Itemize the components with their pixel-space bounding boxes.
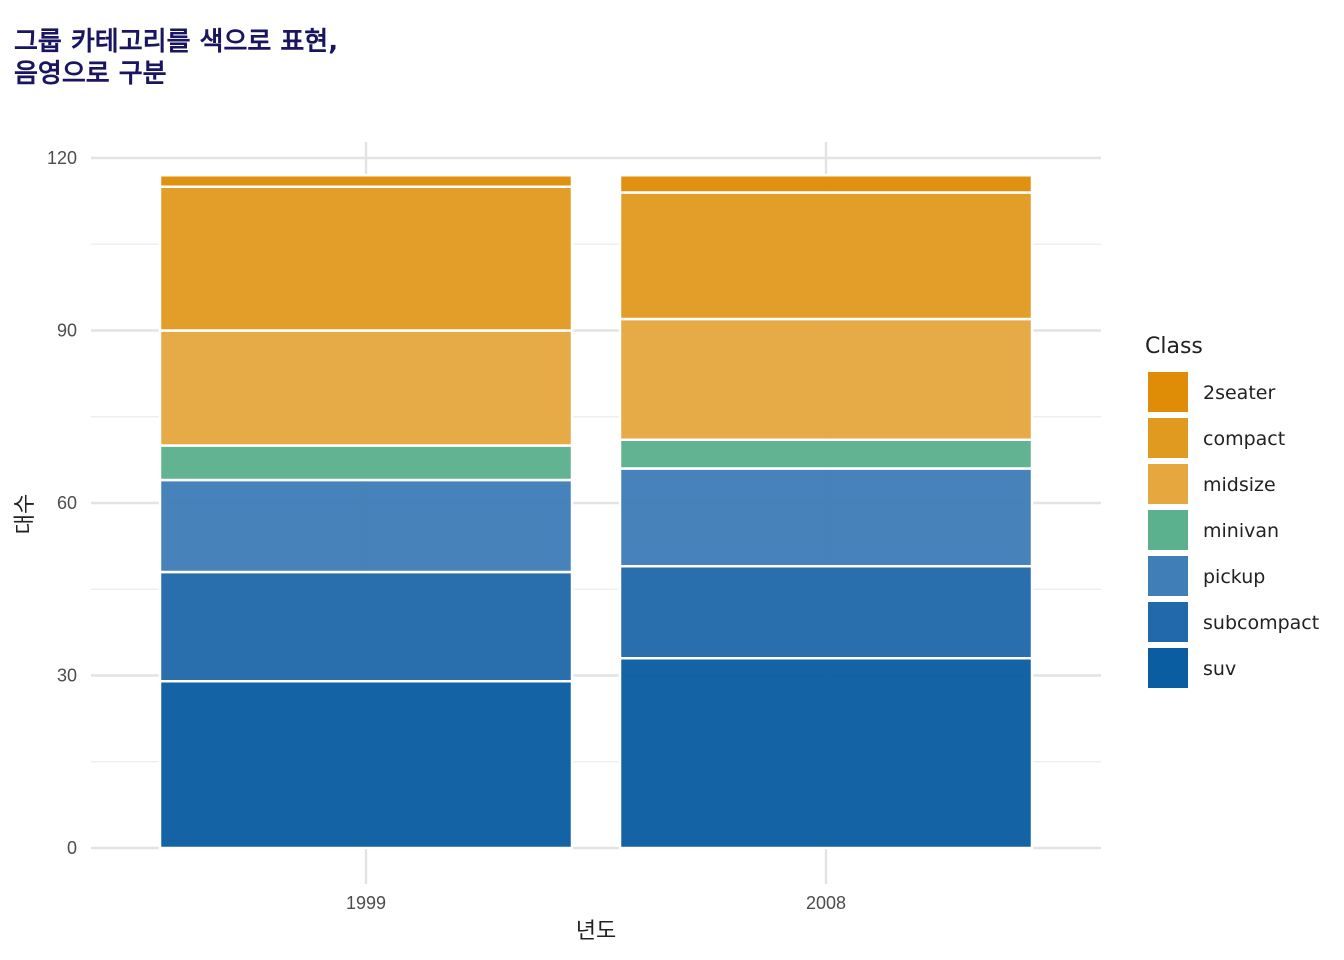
- bar-segment-minivan-2008: [618, 438, 1034, 470]
- y-tick-label: 90: [57, 321, 77, 341]
- legend-swatch-compact: [1148, 418, 1188, 458]
- legend-swatch-pickup: [1148, 556, 1188, 596]
- y-tick-label: 60: [57, 493, 77, 513]
- bar-segment-pickup-2008: [618, 467, 1034, 568]
- legend-label-compact: compact: [1203, 428, 1285, 450]
- y-tick-label: 120: [47, 148, 77, 168]
- y-axis-title: 대수: [13, 494, 38, 534]
- legend-swatch-subcompact: [1148, 602, 1188, 642]
- chart-title-line-1: 그룹 카테고리를 색으로 표현,: [14, 27, 338, 57]
- bar-segment-2seater-1999: [158, 174, 574, 188]
- legend-label-subcompact: subcompact: [1203, 612, 1319, 634]
- legend-label-suv: suv: [1203, 658, 1236, 680]
- bar-segment-midsize-2008: [618, 317, 1034, 441]
- legend-label-2seater: 2seater: [1203, 382, 1275, 404]
- bar-segment-suv-2008: [618, 657, 1034, 850]
- legend-swatch-suv: [1148, 648, 1188, 688]
- legend: Class 2seater compact midsize minivan pickup…: [1145, 334, 1319, 688]
- bar-segment-compact-2008: [618, 191, 1034, 321]
- legend-swatch-2seater: [1148, 372, 1188, 412]
- legend-label-pickup: pickup: [1203, 566, 1265, 588]
- x-axis-title: 년도: [576, 919, 616, 944]
- legend-label-minivan: minivan: [1203, 520, 1279, 542]
- y-tick-label: 30: [57, 666, 77, 686]
- bar-segment-compact-1999: [158, 185, 574, 332]
- bar-segment-midsize-1999: [158, 329, 574, 447]
- x-tick-label: 1999: [346, 893, 386, 913]
- legend-swatch-midsize: [1148, 464, 1188, 504]
- x-tick-label: 2008: [806, 893, 846, 913]
- bar-segment-subcompact-2008: [618, 565, 1034, 660]
- bar-segment-minivan-1999: [158, 444, 574, 482]
- y-tick-label: 0: [67, 838, 77, 858]
- bar-segment-2seater-2008: [618, 174, 1034, 194]
- y-axis-ticks: 0 30 60 90 120: [47, 148, 77, 858]
- legend-title: Class: [1145, 334, 1203, 359]
- bar-segment-suv-1999: [158, 680, 574, 850]
- bar-segment-pickup-1999: [158, 478, 574, 574]
- x-axis-ticks: 1999 2008: [346, 893, 846, 913]
- chart-title-line-2: 음영으로 구분: [14, 59, 167, 89]
- legend-label-midsize: midsize: [1203, 474, 1276, 496]
- legend-swatch-minivan: [1148, 510, 1188, 550]
- bars: [158, 174, 1034, 850]
- bar-segment-subcompact-1999: [158, 570, 574, 683]
